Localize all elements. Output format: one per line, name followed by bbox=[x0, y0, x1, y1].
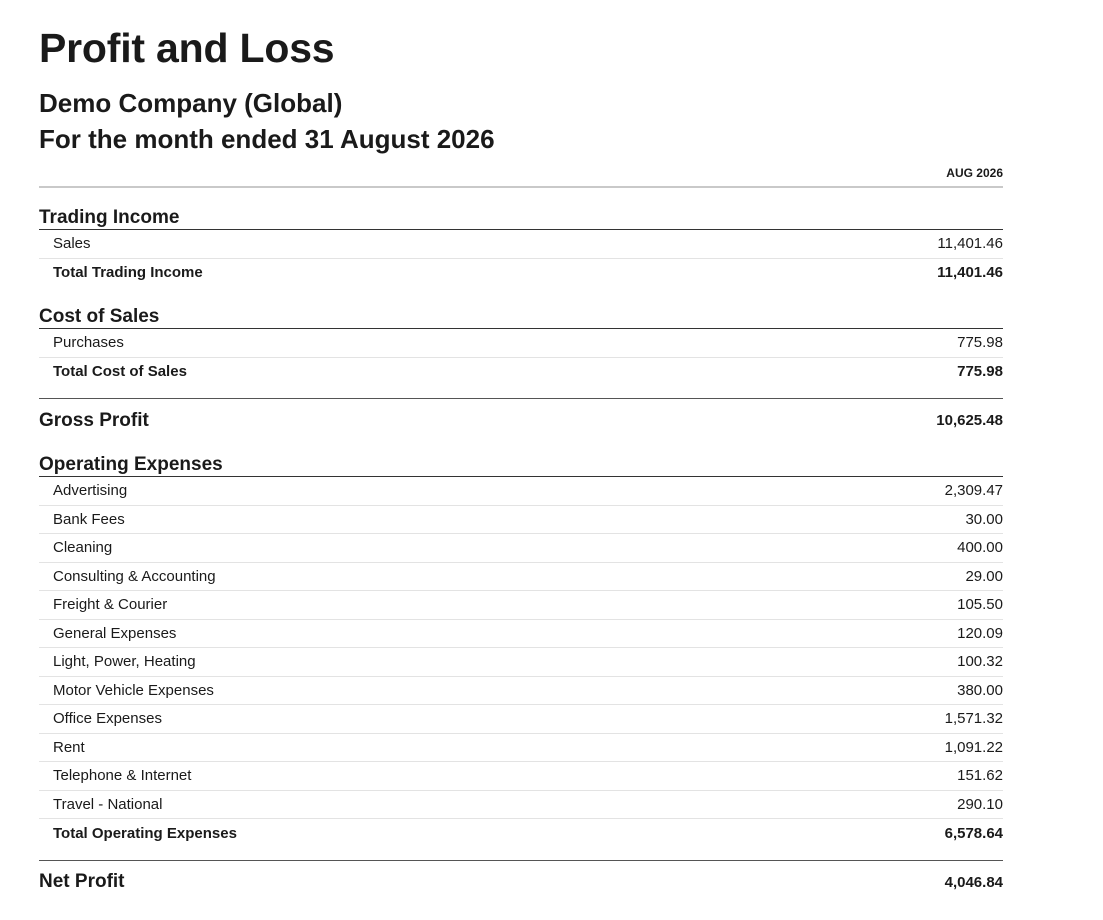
row-label: Sales bbox=[53, 235, 91, 253]
section-title: Cost of Sales bbox=[39, 287, 1003, 329]
total-label: Total Trading Income bbox=[53, 264, 203, 282]
row-label: Travel - National bbox=[53, 795, 163, 813]
total-amount: 775.98 bbox=[957, 363, 1003, 381]
row-label: Purchases bbox=[53, 334, 124, 352]
total-label: Total Operating Expenses bbox=[53, 824, 237, 842]
row-label: Office Expenses bbox=[53, 710, 162, 728]
row-label: Motor Vehicle Expenses bbox=[53, 681, 214, 699]
report-title: Profit and Loss bbox=[39, 25, 335, 71]
table-row[interactable]: Bank Fees 30.00 bbox=[39, 506, 1003, 534]
row-amount[interactable]: 380.00 bbox=[957, 681, 1003, 699]
row-label: Cleaning bbox=[53, 539, 113, 557]
table-row[interactable]: Freight & Courier 105.50 bbox=[39, 591, 1003, 620]
row-amount[interactable]: 1,091.22 bbox=[944, 738, 1003, 756]
row-amount[interactable]: 400.00 bbox=[957, 539, 1003, 557]
row-label: Advertising bbox=[53, 482, 128, 500]
row-amount[interactable]: 105.50 bbox=[957, 596, 1003, 614]
table-row[interactable]: Sales 11,401.46 bbox=[39, 230, 1003, 259]
gross-profit-row: Gross Profit 10,625.48 bbox=[39, 398, 1003, 442]
table-row[interactable]: Travel - National 290.10 bbox=[39, 791, 1003, 819]
total-row: Total Trading Income 11,401.46 bbox=[39, 259, 1003, 288]
row-amount[interactable]: 151.62 bbox=[957, 767, 1003, 785]
gross-profit-label: Gross Profit bbox=[39, 409, 149, 431]
net-profit-label: Net Profit bbox=[39, 871, 125, 892]
row-label: General Expenses bbox=[53, 624, 177, 642]
total-amount: 6,578.64 bbox=[944, 824, 1003, 842]
table-row[interactable]: Advertising 2,309.47 bbox=[39, 477, 1003, 506]
row-amount[interactable]: 775.98 bbox=[957, 334, 1003, 352]
gross-profit-amount: 10,625.48 bbox=[936, 412, 1003, 429]
table-row[interactable]: Motor Vehicle Expenses 380.00 bbox=[39, 677, 1003, 705]
net-profit-row: Net Profit 4,046.84 bbox=[39, 859, 1003, 904]
section-cost-of-sales: Cost of Sales Purchases 775.98 Total Cos… bbox=[39, 287, 1003, 386]
row-label: Light, Power, Heating bbox=[53, 653, 196, 671]
section-title: Operating Expenses bbox=[39, 442, 1003, 477]
operating-expenses-rows: Advertising 2,309.47 Bank Fees 30.00 Cle… bbox=[39, 477, 1003, 819]
row-label: Freight & Courier bbox=[53, 596, 168, 614]
table-row[interactable]: Consulting & Accounting 29.00 bbox=[39, 563, 1003, 591]
table-row[interactable]: Purchases 775.98 bbox=[39, 329, 1003, 358]
total-label: Total Cost of Sales bbox=[53, 363, 187, 381]
total-row: Total Cost of Sales 775.98 bbox=[39, 358, 1003, 387]
row-amount[interactable]: 120.09 bbox=[957, 624, 1003, 642]
column-header-period: AUG 2026 bbox=[946, 166, 1003, 180]
row-amount[interactable]: 1,571.32 bbox=[944, 710, 1003, 728]
row-amount[interactable]: 29.00 bbox=[965, 567, 1003, 585]
report-period: For the month ended 31 August 2026 bbox=[39, 124, 495, 154]
total-amount: 11,401.46 bbox=[937, 264, 1003, 282]
row-amount[interactable]: 2,309.47 bbox=[944, 482, 1003, 500]
section-operating-expenses: Operating Expenses Advertising 2,309.47 … bbox=[39, 442, 1003, 848]
column-header-row: AUG 2026 bbox=[39, 164, 1003, 188]
row-amount[interactable]: 11,401.46 bbox=[937, 235, 1003, 253]
table-row[interactable]: Light, Power, Heating 100.32 bbox=[39, 648, 1003, 677]
total-row: Total Operating Expenses 6,578.64 bbox=[39, 819, 1003, 848]
profit-and-loss-report: Profit and Loss Demo Company (Global) Fo… bbox=[39, 0, 1003, 904]
row-amount[interactable]: 290.10 bbox=[957, 795, 1003, 813]
row-label: Rent bbox=[53, 738, 85, 756]
table-row[interactable]: Rent 1,091.22 bbox=[39, 734, 1003, 762]
company-name: Demo Company (Global) bbox=[39, 88, 343, 118]
table-row[interactable]: General Expenses 120.09 bbox=[39, 620, 1003, 648]
section-title: Trading Income bbox=[39, 188, 1003, 230]
table-row[interactable]: Telephone & Internet 151.62 bbox=[39, 762, 1003, 791]
row-label: Bank Fees bbox=[53, 510, 125, 528]
row-amount[interactable]: 30.00 bbox=[965, 510, 1003, 528]
row-label: Telephone & Internet bbox=[53, 767, 192, 785]
table-row[interactable]: Office Expenses 1,571.32 bbox=[39, 705, 1003, 734]
section-trading-income: Trading Income Sales 11,401.46 Total Tra… bbox=[39, 188, 1003, 287]
table-row[interactable]: Cleaning 400.00 bbox=[39, 534, 1003, 563]
row-amount[interactable]: 100.32 bbox=[957, 653, 1003, 671]
net-profit-amount: 4,046.84 bbox=[944, 873, 1003, 891]
row-label: Consulting & Accounting bbox=[53, 567, 216, 585]
